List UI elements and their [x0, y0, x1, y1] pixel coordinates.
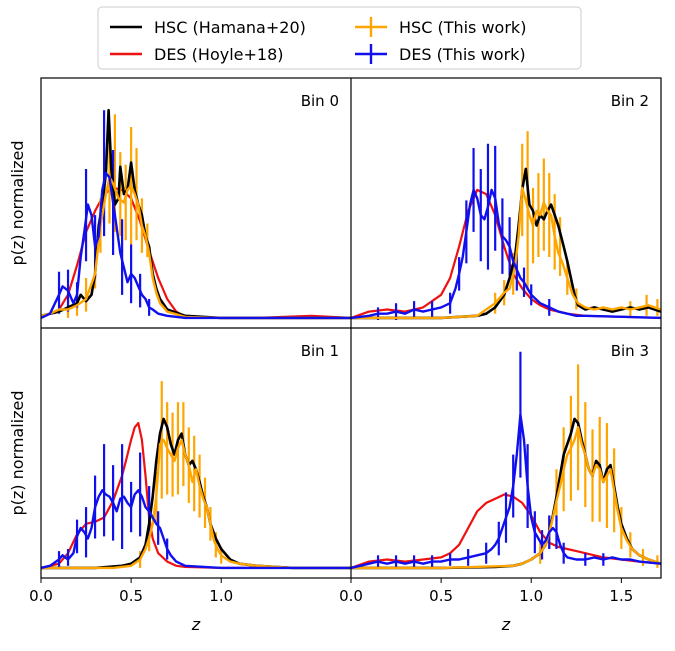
panel-title: Bin 1 [301, 342, 339, 360]
panel-1: Bin 2 [351, 92, 661, 320]
hsc-ref-line [41, 417, 351, 570]
panels: Bin 0 Bin 2 Bin 1 Bin 3 [40, 77, 662, 579]
legend-label: HSC (This work) [399, 18, 526, 37]
x-tick-label: 0.0 [29, 587, 53, 605]
x-axis-label: z [191, 615, 201, 634]
hsc-work-line [41, 176, 351, 320]
panel-3: Bin 3 [351, 342, 661, 570]
x-tick-label: 0.0 [339, 587, 363, 605]
legend-label: HSC (Hamana+20) [154, 18, 306, 37]
panel-0: Bin 0 [41, 92, 351, 320]
hsc-ref-line [351, 167, 661, 320]
des-work-line [41, 171, 351, 320]
legend: HSC (Hamana+20) DES (Hoyle+18) HSC (This w… [97, 6, 582, 70]
y-axis-label: p(z) normalized [8, 140, 27, 265]
panel-title: Bin 2 [611, 92, 649, 110]
x-tick-label: 0.5 [119, 587, 143, 605]
des-ref-line [351, 188, 661, 319]
x-axis-label: z [501, 615, 511, 634]
axes-labels: 0.0 0.5 1.0 0.0 0.5 1.0 1.5 z z p(z) normalized p(… [8, 140, 633, 634]
x-tick-label: 1.5 [609, 587, 633, 605]
x-tick-label: 1.0 [519, 587, 543, 605]
hsc-work-line [351, 426, 661, 570]
des-work-line [351, 188, 661, 320]
panel-title: Bin 0 [301, 92, 339, 110]
y-axis-label: p(z) normalized [8, 390, 27, 515]
des-ref-line [41, 422, 351, 569]
x-tick-label: 0.5 [429, 587, 453, 605]
legend-label: DES (Hoyle+18) [154, 45, 284, 64]
des-work-line [41, 489, 351, 570]
hsc-work-line [351, 186, 661, 320]
panel-2: Bin 1 [41, 342, 351, 570]
des-work-line [351, 413, 661, 570]
legend-box [97, 6, 582, 70]
hsc-ref-line [41, 108, 351, 320]
legend-label: DES (This work) [399, 45, 526, 64]
hsc-work-line [41, 438, 351, 570]
panel-title: Bin 3 [611, 342, 649, 360]
x-tick-label: 1.0 [209, 587, 233, 605]
